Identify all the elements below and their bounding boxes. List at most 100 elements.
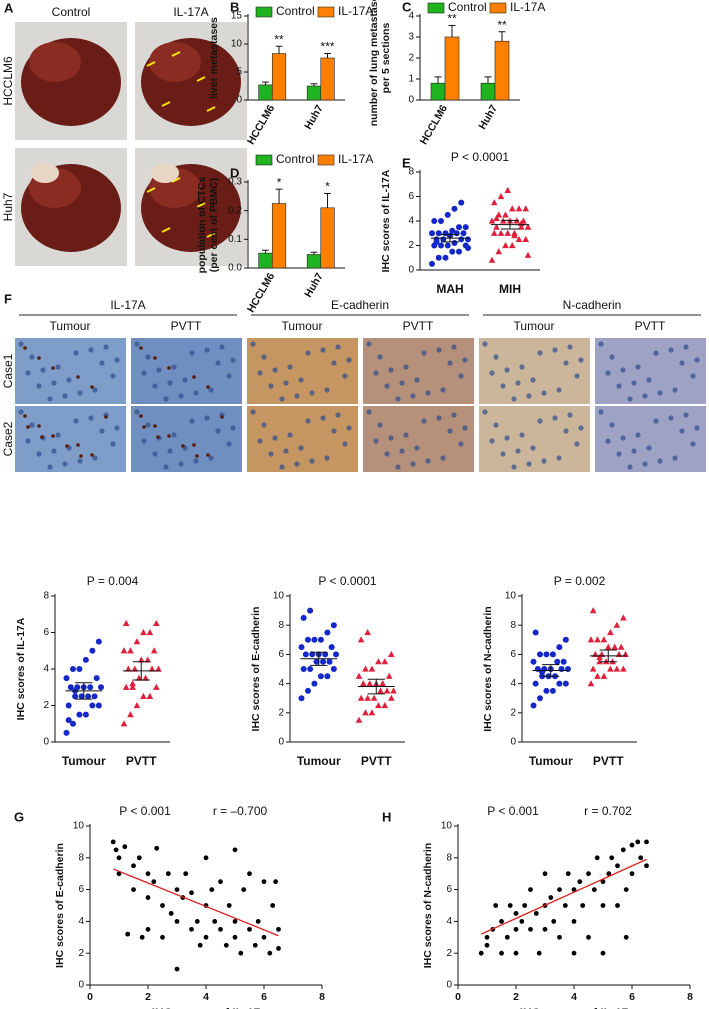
point [317,636,324,643]
point [390,687,397,694]
point [133,702,141,709]
point [460,230,467,237]
point [131,887,136,892]
point [431,218,438,224]
point [542,926,548,932]
significance-label: * [325,180,330,194]
nucleus [493,354,499,360]
point [226,903,232,908]
point [591,887,597,892]
point [304,687,311,694]
micrograph [363,338,474,404]
nucleus [145,422,151,428]
y-tick-label: 10 [73,821,85,832]
point [456,224,462,231]
point [69,666,76,672]
nucleus [92,387,98,393]
arrow [171,51,181,57]
nucleus [189,418,195,424]
nucleus [279,396,285,402]
point [357,694,365,701]
nucleus [298,377,304,383]
point [309,651,316,658]
point [120,720,128,727]
nucleus [425,390,431,396]
point [218,926,223,932]
point [145,871,151,877]
point [131,665,139,672]
point [493,903,499,908]
nucleus [272,435,278,441]
stain [37,356,41,360]
marker-label: N-cadherin [563,298,622,312]
stain [90,453,94,457]
point [330,666,337,672]
nucleus [268,383,274,389]
point [522,903,528,908]
point [539,668,546,675]
chart-title: P = 0.002 [554,574,606,588]
point [609,855,615,861]
arrow [146,61,156,67]
point [72,693,79,700]
nucleus [683,412,689,418]
nucleus [156,367,162,373]
nucleus [530,377,536,383]
point [442,230,449,237]
y-tick-label: 1 [408,74,414,85]
nucleus [219,344,225,350]
point [95,702,102,709]
nucleus [605,438,611,444]
legend-label: Control [276,4,315,18]
nucleus [305,350,311,356]
x-tick-label: 4 [571,991,577,1003]
nucleus [458,373,464,379]
nodule [31,163,59,183]
point [438,242,444,249]
nucleus [646,445,652,451]
point [362,665,369,672]
point [212,919,218,924]
bar [258,252,273,269]
x-tick-label: 4 [203,991,209,1003]
x-tick-label: Huh7 [302,103,326,132]
point [194,919,200,924]
nucleus [679,428,685,434]
legend-swatch [489,2,507,14]
point [197,942,203,948]
point [580,903,586,908]
nucleus [163,464,169,470]
nucleus [283,380,289,386]
point [543,651,550,658]
point [451,205,458,212]
marker-label: IL-17A [110,298,145,312]
point [465,244,471,251]
nucleus [25,438,31,444]
point [381,658,389,665]
point [493,223,500,230]
x-tick-label: 6 [629,991,635,1003]
panel-letter: H [382,809,391,824]
nucleus [250,341,256,347]
y-tick-label: 6 [278,649,284,660]
point [549,687,556,694]
y-tick-label: 15 [231,11,243,22]
nucleus [679,360,685,366]
x-tick-label: MIH [499,282,521,296]
point [528,926,533,932]
nucleus [462,357,468,363]
point [607,629,614,636]
column-label: PVTT [403,319,434,333]
y-tick-label: 8 [510,620,516,631]
y-tick-label: 8 [78,852,84,863]
point [142,674,149,681]
stain [153,356,157,360]
point [355,672,363,679]
point [93,675,100,682]
nucleus [167,448,173,454]
point [165,871,171,877]
nucleus [62,393,68,399]
point [594,855,600,861]
nucleus [36,383,42,389]
y-tick-label: 2 [43,700,49,711]
